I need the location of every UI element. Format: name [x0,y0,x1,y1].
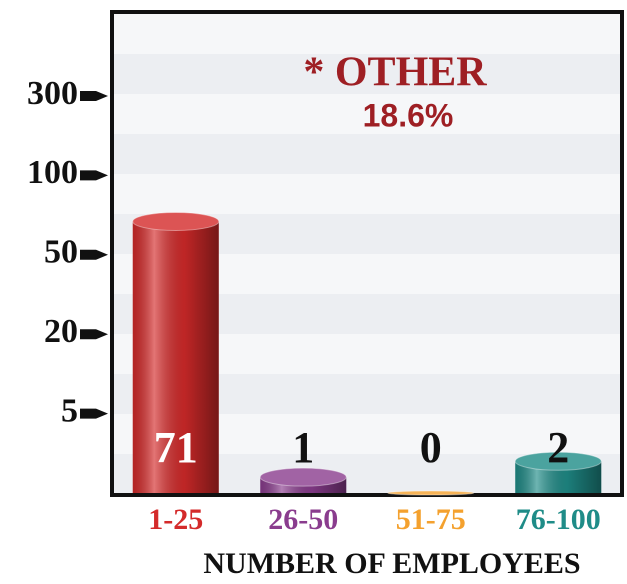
bar-top [387,490,475,496]
stripe [112,14,622,54]
bar [259,467,347,493]
x-axis-label: NUMBER OF EMPLOYEES [203,547,580,580]
tick-mark [80,170,108,181]
tick-mark [80,91,108,101]
data-label: 0 [420,423,442,472]
bar-shade [132,221,219,493]
bar-top [514,451,602,471]
stripe [112,134,622,174]
y-tick-label: 20 [44,313,78,350]
stripe [112,174,622,214]
data-label: 2 [547,423,569,472]
tick-mark [80,249,108,260]
annotation: * OTHER [303,50,487,96]
data-label: 71 [154,423,198,472]
bar-top-sheen [515,452,602,471]
tick-mark [80,329,108,340]
bar-top [132,211,220,231]
y-tick-label: 100 [27,154,78,191]
y-tick-label: 50 [44,234,78,271]
stripe [112,54,622,94]
x-tick-label: 76-100 [516,503,601,536]
bar [132,211,220,493]
data-label: 1 [292,423,314,472]
x-tick-label: 1-25 [148,503,203,536]
x-tick-label: 51-75 [396,503,466,536]
y-tick-label: 5 [61,392,78,429]
bar-top [259,467,347,487]
annotation-value: 18.6% [363,97,454,133]
bar [514,451,602,493]
bar-top-sheen [132,212,219,231]
bar [387,490,475,496]
y-tick-label: 300 [27,75,78,112]
x-tick-label: 26-50 [268,503,338,536]
bar-top-sheen [260,468,347,487]
plot-frame [110,10,624,497]
stripe [112,94,622,134]
tick-mark [80,408,108,419]
bar-top-sheen [387,491,474,495]
